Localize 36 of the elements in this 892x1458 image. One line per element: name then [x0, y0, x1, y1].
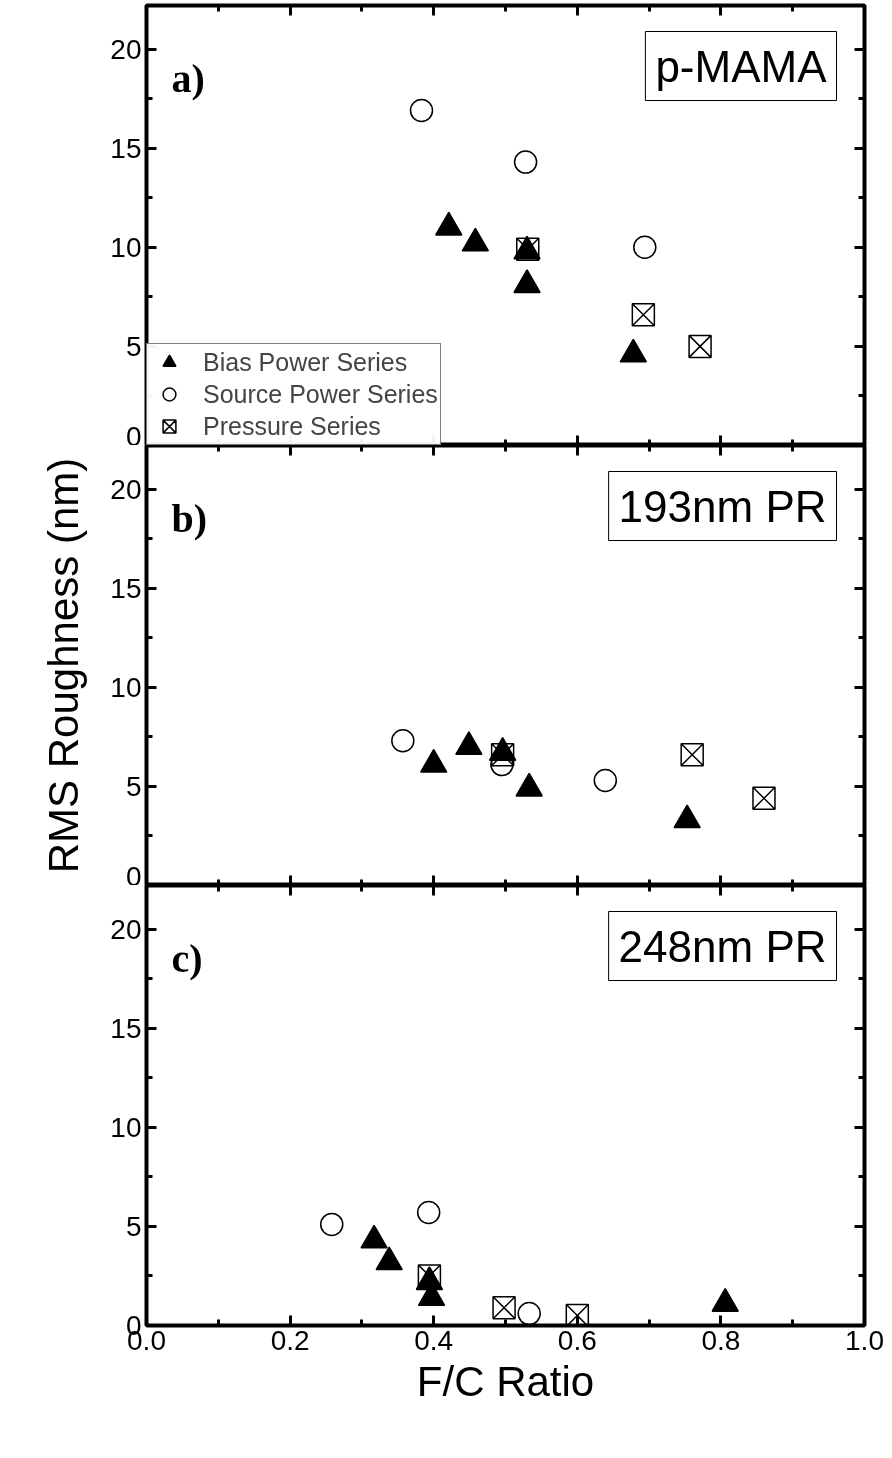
- y-tick-label: 15: [110, 572, 142, 604]
- y-tick-label: 0: [125, 860, 142, 892]
- point: [619, 338, 648, 363]
- x-tick-label: 0.6: [557, 1324, 597, 1356]
- point: [409, 98, 434, 123]
- annotation: 248nm PR: [618, 921, 827, 971]
- y-tick-label: 10: [110, 671, 142, 703]
- legend-label: Bias Power Series: [203, 347, 408, 377]
- y-tick-label: 15: [110, 132, 142, 164]
- annotation: c): [171, 935, 203, 981]
- y-tick-label: 20: [110, 913, 142, 945]
- x-tick-label: 0.8: [701, 1324, 741, 1356]
- legend-label: Source Power Series: [203, 379, 438, 409]
- y-tick-label: 15: [110, 1012, 142, 1044]
- annotation: a): [171, 55, 205, 101]
- point: [513, 269, 541, 294]
- y-axis-title: RMS Roughness (nm): [40, 457, 88, 874]
- x-tick-label: 0.2: [270, 1324, 310, 1356]
- y-tick-label: 20: [110, 473, 142, 505]
- x-tick-label: 0.4: [414, 1324, 454, 1356]
- y-tick-label: 10: [110, 231, 142, 263]
- point: [435, 211, 463, 236]
- y-tick-label: 10: [110, 1111, 142, 1143]
- point: [513, 150, 538, 174]
- y-tick-label: 5: [125, 770, 142, 802]
- annotation: b): [171, 495, 208, 541]
- y-tick-label: 5: [125, 1210, 142, 1242]
- y-tick-label: 0: [125, 420, 142, 452]
- y-tick-label: 5: [125, 330, 142, 362]
- point: [461, 227, 490, 252]
- annotation: 193nm PR: [618, 481, 827, 531]
- x-tick-label: 1.0: [845, 1324, 884, 1356]
- y-tick-label: 20: [110, 33, 142, 65]
- legend-label: Pressure Series: [203, 411, 381, 441]
- x-axis-title: F/C Ratio: [416, 1357, 595, 1405]
- annotation: p-MAMA: [655, 41, 828, 91]
